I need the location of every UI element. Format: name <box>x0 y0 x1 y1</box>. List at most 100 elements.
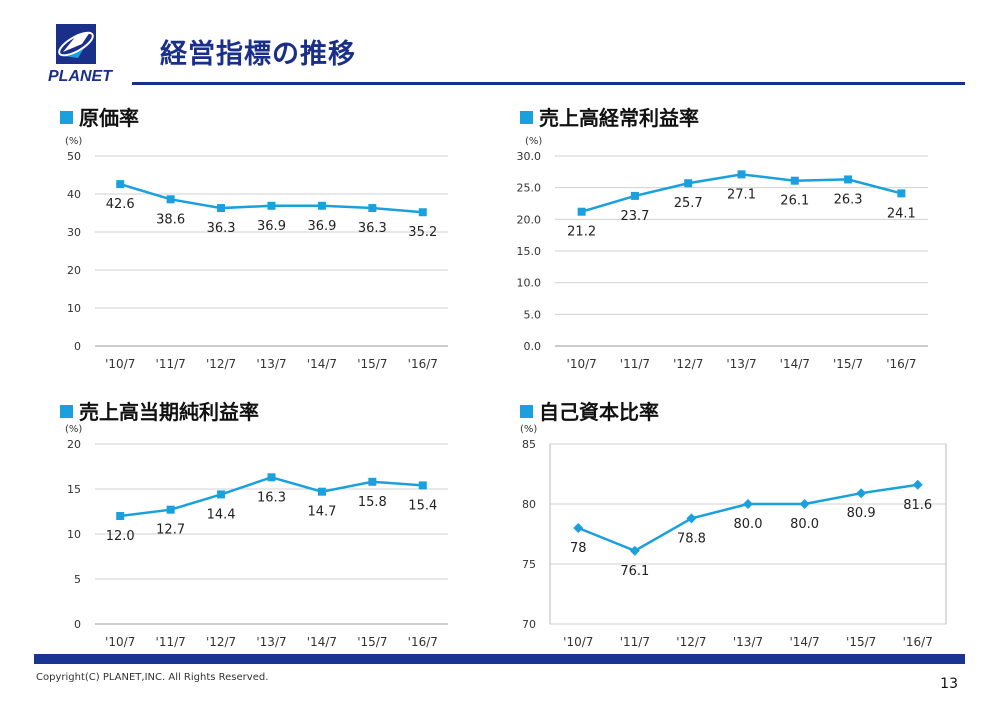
y-tick-label: 40 <box>67 188 81 201</box>
data-point-marker <box>166 195 175 204</box>
x-tick-label: '13/7 <box>726 357 756 371</box>
y-tick-label: 10 <box>67 302 81 315</box>
data-point-marker <box>799 499 810 509</box>
bullet-square-icon <box>60 405 73 418</box>
x-tick-label: '10/7 <box>105 357 135 371</box>
data-label: 12.0 <box>106 529 135 544</box>
chart3-title-text: 売上高当期純利益率 <box>79 400 259 424</box>
x-tick-label: '11/7 <box>156 635 186 649</box>
x-tick-label: '16/7 <box>903 635 933 649</box>
data-point-marker <box>418 481 427 490</box>
data-label: 42.6 <box>106 197 135 212</box>
data-point-marker <box>743 499 753 509</box>
bullet-square-icon <box>520 405 533 418</box>
y-tick-label: 20 <box>67 264 81 277</box>
x-tick-label: '12/7 <box>206 357 236 371</box>
data-label: 80.0 <box>790 517 819 532</box>
logo-text: PLANET <box>48 68 112 85</box>
data-label: 78.8 <box>677 531 706 546</box>
x-tick-label: '16/7 <box>408 635 438 649</box>
copyright-text: Copyright(C) PLANET,INC. All Rights Rese… <box>36 672 269 683</box>
y-tick-label: 15.0 <box>517 245 542 258</box>
page-number: 13 <box>940 676 958 692</box>
data-label: 16.3 <box>257 490 286 505</box>
plot-border <box>549 443 947 625</box>
x-tick-label: '15/7 <box>833 357 863 371</box>
y-tick-label: 50 <box>67 150 81 163</box>
x-tick-label: '13/7 <box>733 635 763 649</box>
x-tick-label: '16/7 <box>408 357 438 371</box>
chart-svg: 0 5 10 15 20 (%) '10/7 '11/7 '12/7 '13/7 '14/7 '15/… <box>65 424 448 649</box>
y-tick-label: 0.0 <box>524 340 542 353</box>
x-tick-label: '14/7 <box>307 357 337 371</box>
x-tick-label: '15/7 <box>357 357 387 371</box>
y-tick-label: 5.0 <box>524 308 542 321</box>
data-point-marker <box>368 477 377 486</box>
data-label: 78 <box>570 541 587 556</box>
x-tick-label: '10/7 <box>567 357 597 371</box>
x-tick-label: '16/7 <box>886 357 916 371</box>
y-tick-label: 30 <box>67 226 81 239</box>
data-label: 35.2 <box>408 225 437 240</box>
x-tick-label: '11/7 <box>156 357 186 371</box>
net-profit-ratio-chart: 0 5 10 15 20 (%) '10/7 '11/7 '12/7 '13/7 '14/7 '15/… <box>50 422 460 654</box>
data-label: 80.0 <box>734 517 763 532</box>
data-label: 21.2 <box>567 225 596 240</box>
y-tick-label: 85 <box>522 438 536 451</box>
data-label: 15.4 <box>408 498 437 513</box>
data-point-marker <box>686 513 697 524</box>
y-tick-label: 20.0 <box>517 213 542 226</box>
data-label: 26.3 <box>834 192 863 207</box>
data-label: 80.9 <box>847 506 876 521</box>
x-tick-label: '10/7 <box>563 635 593 649</box>
x-tick-label: '12/7 <box>206 635 236 649</box>
data-point-marker <box>217 204 226 213</box>
data-label: 25.7 <box>674 196 703 211</box>
chart2-title: 売上高経常利益率 <box>520 102 699 131</box>
footer-bar <box>34 654 965 664</box>
data-point-marker <box>790 176 799 185</box>
data-label: 14.4 <box>207 507 236 522</box>
cost-ratio-chart: 0 10 20 30 40 50 (%) '10/7 '11/7 '12/7 '13/7 '14/7 '… <box>50 130 460 380</box>
chart3-title: 売上高当期純利益率 <box>60 396 259 425</box>
chart1-title-text: 原価率 <box>79 106 139 130</box>
y-tick-label: 75 <box>522 558 536 571</box>
data-label: 24.1 <box>887 206 916 221</box>
data-point-marker <box>897 189 906 198</box>
x-tick-label: '12/7 <box>676 635 706 649</box>
planet-logo: PLANET <box>30 22 126 88</box>
y-tick-label: 10 <box>67 528 81 541</box>
data-point-marker <box>317 487 326 496</box>
y-tick-label: 70 <box>522 618 536 631</box>
equity-ratio-chart: 70 75 80 85 (%) '10/7 '11/7 '12/7 '13/7 '14/7 '15/… <box>510 422 950 654</box>
ordinary-profit-ratio-chart: 0.0 5.0 10.0 15.0 20.0 25.0 30.0 (%) '10/7 '11/7 '… <box>510 130 940 380</box>
bullet-square-icon <box>60 111 73 124</box>
y-tick-label: 20 <box>67 438 81 451</box>
data-point-marker <box>577 207 586 216</box>
y-tick-label: 25.0 <box>517 182 542 195</box>
data-point-marker <box>116 180 125 189</box>
data-point-marker <box>116 512 125 520</box>
y-tick-label: 0 <box>74 618 81 631</box>
y-tick-label: 10.0 <box>517 277 542 290</box>
page-title: 経営指標の推移 <box>160 39 356 70</box>
x-tick-label: '15/7 <box>846 635 876 649</box>
data-label: 36.3 <box>207 221 236 236</box>
y-tick-label: 0 <box>74 340 81 353</box>
data-point-marker <box>217 490 226 499</box>
data-point-marker <box>844 175 853 184</box>
chart1-title: 原価率 <box>60 102 139 131</box>
data-label: 26.1 <box>780 194 809 209</box>
x-tick-label: '13/7 <box>256 635 286 649</box>
y-unit-label: (%) <box>525 136 542 147</box>
x-tick-label: '14/7 <box>307 635 337 649</box>
x-tick-label: '11/7 <box>620 635 650 649</box>
chart-svg: 0.0 5.0 10.0 15.0 20.0 25.0 30.0 (%) '10/7 '11/7 '… <box>517 136 928 371</box>
data-label: 36.9 <box>307 219 336 234</box>
data-label: 12.7 <box>156 523 185 538</box>
data-point-marker <box>166 505 175 514</box>
chart-svg: 0 10 20 30 40 50 (%) '10/7 '11/7 '12/7 '13/7 '14/7 '… <box>65 136 448 371</box>
y-tick-label: 5 <box>74 573 81 586</box>
data-point-marker <box>912 479 923 490</box>
y-tick-label: 15 <box>67 483 81 496</box>
